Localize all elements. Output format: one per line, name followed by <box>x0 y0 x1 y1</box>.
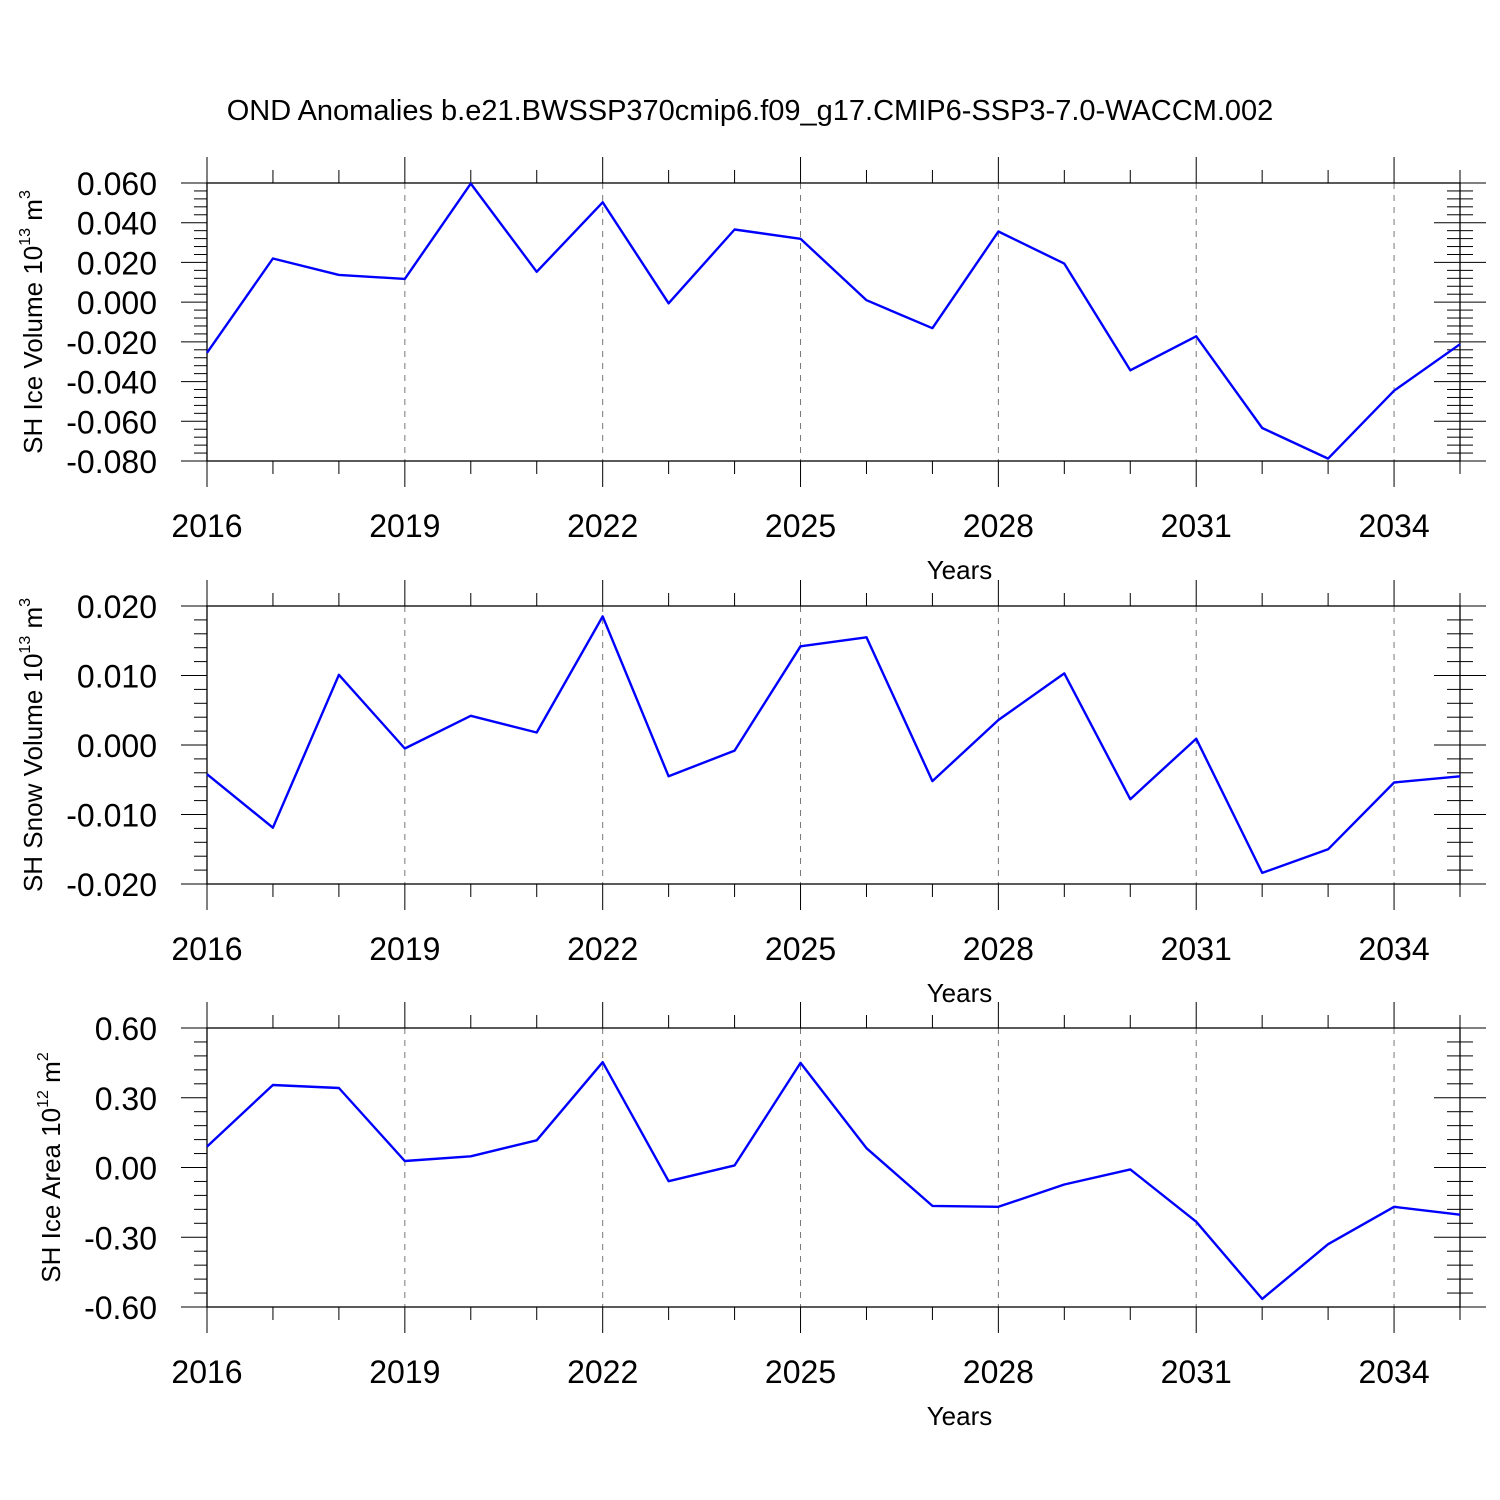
y-tick-label: 0.010 <box>77 659 157 695</box>
y-axis-label: SH Ice Area 1012 m2 <box>35 1052 66 1283</box>
y-tick-label: -0.30 <box>84 1220 157 1256</box>
x-tick-label: 2019 <box>369 508 440 544</box>
y-tick-label: -0.020 <box>66 325 157 361</box>
x-tick-label: 2025 <box>765 1354 836 1390</box>
y-axis-label-unit: m <box>18 607 48 636</box>
chart-panel-1: 2016 2019 2022 2025 2028 2031 20340.0600.0400.… <box>17 157 1486 585</box>
x-tick-label: 2019 <box>369 931 440 967</box>
y-tick-label: -0.040 <box>66 365 157 401</box>
y-tick-label: -0.010 <box>66 798 157 834</box>
x-tick-label: 2034 <box>1358 508 1429 544</box>
x-tick-label: 2022 <box>567 931 638 967</box>
y-tick-label: 0.060 <box>77 166 157 202</box>
x-tick-label: 2022 <box>567 508 638 544</box>
y-tick-label: 0.020 <box>77 245 157 281</box>
x-tick-label: 2028 <box>963 1354 1034 1390</box>
y-tick-label: -0.080 <box>66 444 157 480</box>
x-tick-label: 2016 <box>171 1354 242 1390</box>
y-axis-label-unit: m <box>36 1061 66 1090</box>
x-tick-label: 2034 <box>1358 1354 1429 1390</box>
y-tick-label: 0.30 <box>95 1081 157 1117</box>
y-tick-label: 0.020 <box>77 589 157 625</box>
y-tick-label: -0.060 <box>66 404 157 440</box>
y-tick-label: 0.040 <box>77 206 157 242</box>
y-tick-label: 0.60 <box>95 1011 157 1047</box>
y-axis-label-exponent: 13 <box>17 228 34 246</box>
x-tick-label: 2031 <box>1161 1354 1232 1390</box>
y-axis-label-unit-exponent: 3 <box>17 598 34 607</box>
y-axis-label-unit: m <box>18 199 48 228</box>
series-line <box>206 1060 1461 1301</box>
x-tick-label: 2034 <box>1358 931 1429 967</box>
y-axis-label-main: SH Ice Volume 10 <box>18 246 48 454</box>
series-line <box>206 615 1461 875</box>
x-tick-label: 2028 <box>963 931 1034 967</box>
x-tick-label: 2016 <box>171 508 242 544</box>
plot-frame <box>206 182 1461 462</box>
y-axis-label-exponent: 12 <box>35 1090 52 1108</box>
y-tick-label: -0.60 <box>84 1290 157 1326</box>
x-axis-label: Years <box>927 555 993 585</box>
panels: 2016 2019 2022 2025 2028 2031 20340.0600.0400.… <box>17 157 1486 1431</box>
plot-frame <box>206 1027 1461 1308</box>
y-axis-label: SH Ice Volume 1013 m3 <box>17 190 48 454</box>
y-axis-label: SH Snow Volume 1013 m3 <box>17 598 48 892</box>
x-tick-label: 2022 <box>567 1354 638 1390</box>
y-tick-label: -0.020 <box>66 867 157 903</box>
y-axis-label-main: SH Snow Volume 10 <box>18 654 48 892</box>
x-axis-label: Years <box>927 1401 993 1431</box>
chart-panel-2: 2016 2019 2022 2025 2028 2031 2034 0.020 0.010 0.… <box>17 580 1486 1008</box>
x-tick-label: 2031 <box>1161 931 1232 967</box>
x-tick-label: 2025 <box>765 931 836 967</box>
chart-panel-3: 2016 2019 2022 2025 2028 2031 2034 0.60 0.30 0.00… <box>35 1002 1486 1431</box>
x-tick-label: 2019 <box>369 1354 440 1390</box>
y-tick-label: 0.000 <box>77 285 157 321</box>
y-axis-label-exponent: 13 <box>17 636 34 654</box>
y-axis-label-unit-exponent: 2 <box>35 1052 52 1061</box>
x-tick-label: 2031 <box>1161 508 1232 544</box>
chart-title: OND Anomalies b.e21.BWSSP370cmip6.f09_g1… <box>227 95 1274 127</box>
series-line <box>206 182 1461 460</box>
y-tick-label: 0.00 <box>95 1151 157 1187</box>
y-axis-label-unit-exponent: 3 <box>17 190 34 199</box>
plot-frame <box>206 605 1461 885</box>
x-tick-label: 2025 <box>765 508 836 544</box>
y-tick-label: 0.000 <box>77 728 157 764</box>
x-tick-label: 2028 <box>963 508 1034 544</box>
y-axis-label-main: SH Ice Area 10 <box>36 1108 66 1283</box>
x-tick-label: 2016 <box>171 931 242 967</box>
x-axis-label: Years <box>927 978 993 1008</box>
